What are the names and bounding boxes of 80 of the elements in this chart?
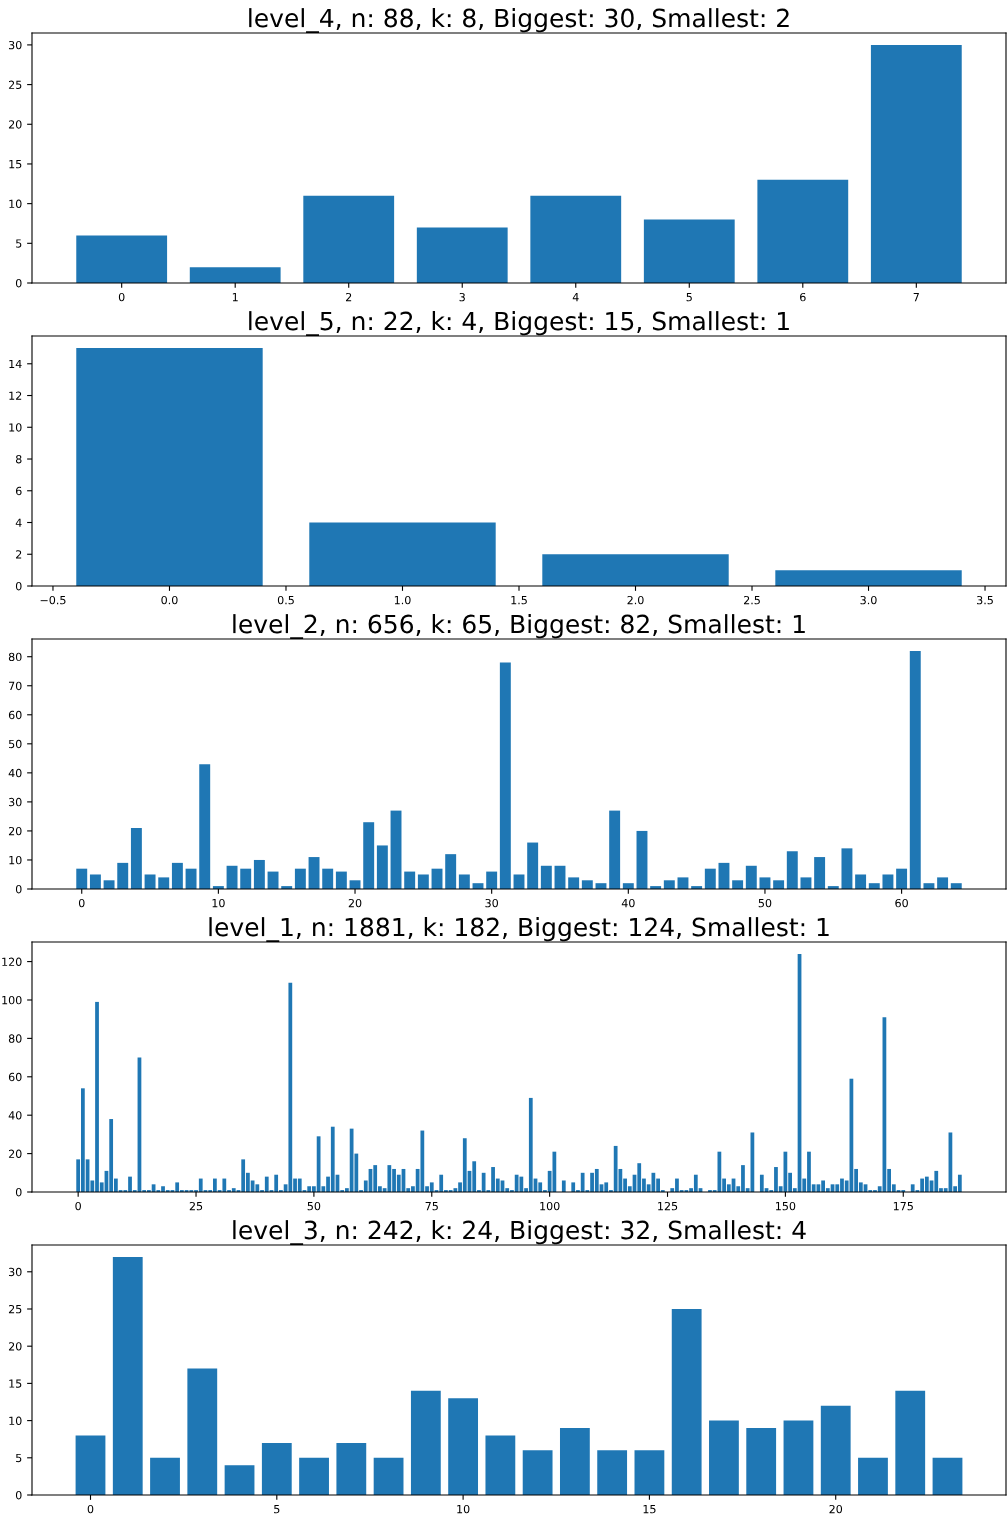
x-tick-label: 1 <box>232 293 238 302</box>
y-tick-label: 80 <box>8 1034 22 1043</box>
y-tick-label: 0 <box>15 1490 22 1500</box>
x-tick-label: 0 <box>75 1201 81 1211</box>
y-tick-label: 20 <box>8 120 22 129</box>
x-tick-label: 20 <box>829 1504 843 1514</box>
y-tick-label: 6 <box>15 486 22 496</box>
chart-title: level_5, n: 22, k: 4, Biggest: 15, Smallest: 1 <box>249 311 789 336</box>
y-tick-label: 0 <box>15 278 22 288</box>
y-tick-label: 60 <box>8 710 22 720</box>
x-tick-label: 50 <box>307 1201 321 1211</box>
x-tick-label: 75 <box>425 1202 438 1211</box>
y-tick-label: 10 <box>9 855 22 865</box>
x-tick-label: 3.5 <box>977 595 993 605</box>
x-tick-label: 100 <box>540 1201 560 1211</box>
x-tick-label: 1.5 <box>511 596 527 605</box>
x-tick-label: 1.0 <box>394 595 411 605</box>
x-tick-label: 0 <box>87 1504 94 1514</box>
x-tick-label: 25 <box>189 1201 203 1211</box>
y-tick-label: 60 <box>8 1072 22 1082</box>
x-tick-label: 3.0 <box>860 595 877 605</box>
x-tick-label: −0.5 <box>40 595 66 605</box>
y-tick-label: 5 <box>16 1453 22 1463</box>
chart-title: level_4, n: 88, k: 8, Biggest: 30, Smallest: 2 <box>249 8 789 33</box>
y-tick-label: 40 <box>8 768 22 778</box>
x-tick-label: 2 <box>346 292 352 302</box>
x-tick-label: 10 <box>457 1504 470 1514</box>
chart-title: level_2, n: 656, k: 65, Biggest: 82, Smallest: 1 <box>233 614 805 639</box>
y-tick-label: 20 <box>8 1342 22 1351</box>
chart-title: level_1, n: 1881, k: 182, Biggest: 124, Smallest: 1 <box>209 917 829 942</box>
chart-title: level_3, n: 242, k: 24, Biggest: 32, Smallest: 4 <box>233 1220 806 1245</box>
x-tick-label: 10 <box>212 898 225 908</box>
x-tick-label: 2.5 <box>743 595 760 605</box>
y-tick-label: 0 <box>15 581 22 591</box>
y-tick-label: 100 <box>2 995 22 1005</box>
y-tick-label: 5 <box>16 239 22 248</box>
y-tick-label: 0 <box>15 1187 22 1197</box>
x-tick-label: 0.5 <box>277 595 294 605</box>
x-tick-label: 40 <box>621 898 635 908</box>
x-tick-label: 30 <box>485 898 498 908</box>
x-tick-label: 60 <box>895 898 908 908</box>
x-tick-label: 0 <box>78 898 85 908</box>
y-tick-label: 2 <box>16 550 22 559</box>
x-tick-label: 7 <box>913 293 919 302</box>
y-tick-label: 20 <box>8 1149 22 1158</box>
x-tick-label: 4 <box>572 293 579 302</box>
y-tick-label: 14 <box>9 359 22 368</box>
x-tick-label: 0 <box>118 292 125 302</box>
x-tick-label: 125 <box>658 1201 678 1211</box>
x-tick-label: 50 <box>758 898 772 908</box>
x-tick-label: 2.0 <box>627 595 644 605</box>
x-tick-label: 5 <box>686 293 692 302</box>
x-tick-label: 6 <box>800 292 806 302</box>
x-tick-label: 5 <box>274 1505 280 1514</box>
y-tick-label: 70 <box>9 681 22 691</box>
x-tick-label: 0.0 <box>161 595 178 605</box>
y-tick-label: 30 <box>8 797 22 807</box>
x-tick-label: 3 <box>459 292 465 302</box>
y-tick-label: 120 <box>2 957 22 966</box>
y-tick-label: 12 <box>9 391 22 400</box>
y-tick-label: 25 <box>8 80 22 89</box>
y-tick-label: 30 <box>8 40 22 50</box>
y-tick-label: 15 <box>9 160 22 169</box>
y-tick-label: 10 <box>9 423 22 432</box>
y-tick-label: 10 <box>9 1416 22 1425</box>
y-tick-label: 0 <box>15 884 22 894</box>
y-tick-label: 10 <box>9 199 22 209</box>
y-tick-label: 20 <box>8 826 22 836</box>
y-tick-label: 30 <box>8 1267 22 1277</box>
y-tick-label: 80 <box>8 652 22 662</box>
x-tick-label: 175 <box>893 1202 913 1211</box>
y-tick-label: 4 <box>15 518 22 527</box>
y-tick-label: 40 <box>8 1111 22 1120</box>
x-tick-label: 15 <box>643 1505 656 1514</box>
y-tick-label: 25 <box>8 1304 22 1314</box>
y-tick-label: 8 <box>15 454 22 464</box>
x-tick-label: 20 <box>348 898 362 908</box>
y-tick-label: 15 <box>9 1379 22 1388</box>
y-tick-label: 50 <box>9 739 22 749</box>
x-tick-label: 150 <box>776 1201 796 1211</box>
